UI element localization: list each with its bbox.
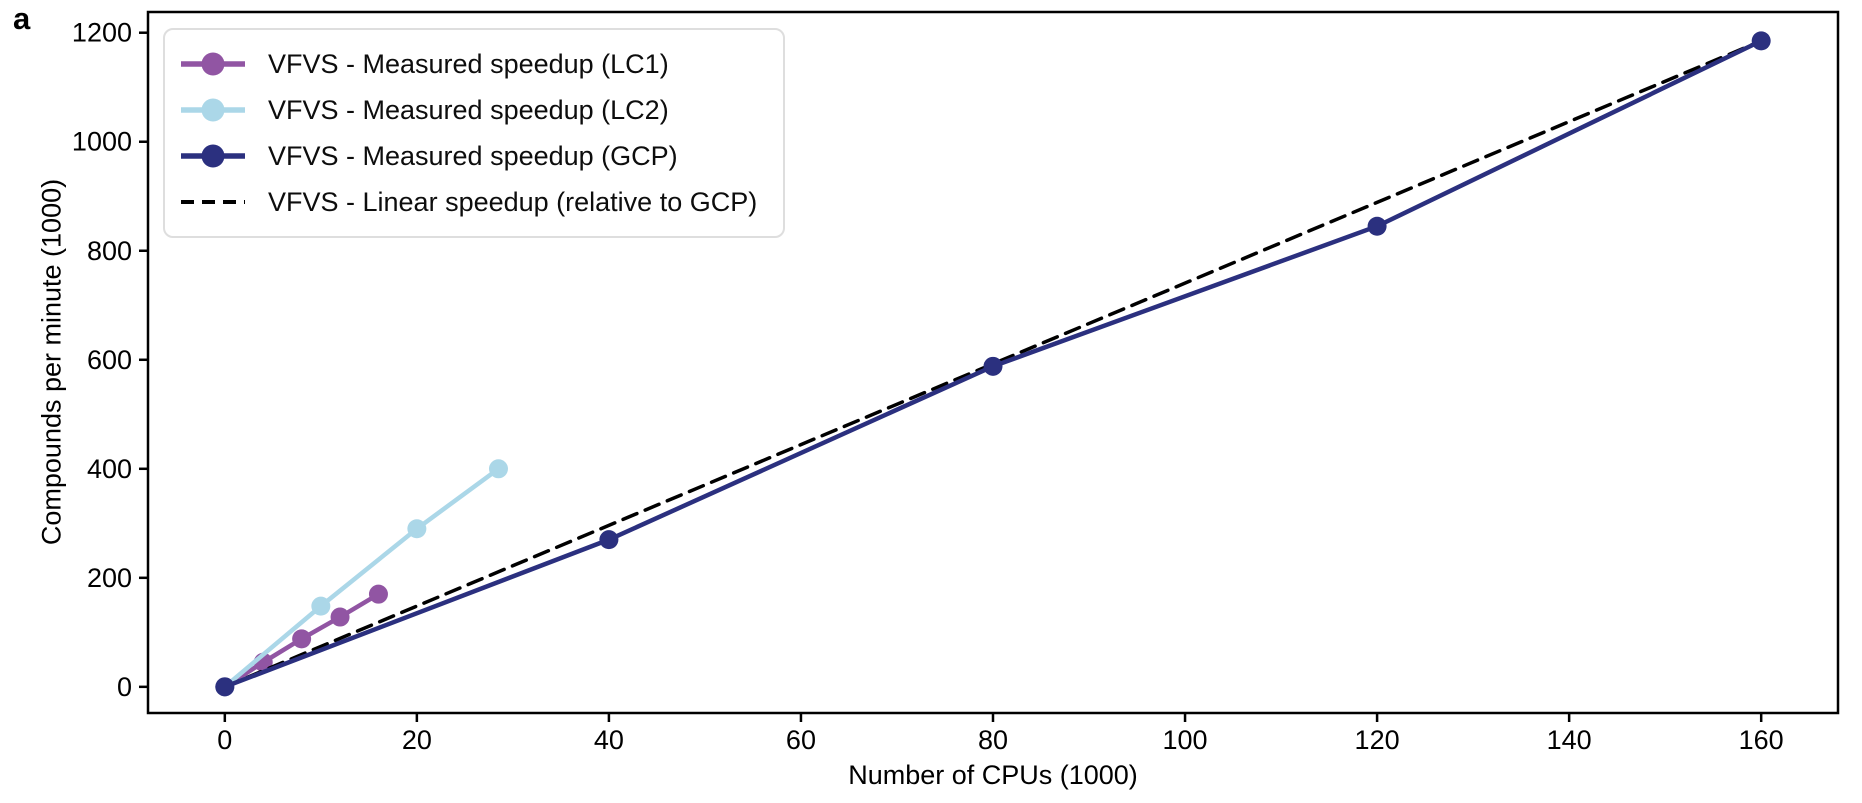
line-marker-icon <box>181 144 245 168</box>
plot-border <box>146 10 1840 715</box>
legend-item: VFVS - Linear speedup (relative to GCP) <box>179 179 757 225</box>
x-tick-label: 20 <box>402 725 432 755</box>
series-line-2 <box>222 466 501 690</box>
data-point <box>599 530 619 550</box>
x-tick-label: 60 <box>786 725 816 755</box>
x-tick-label: 140 <box>1547 725 1592 755</box>
x-tick-label: 40 <box>594 725 624 755</box>
series-line-4 <box>223 39 1763 689</box>
x-tick-label: 120 <box>1355 725 1400 755</box>
x-tick-label: 0 <box>217 725 232 755</box>
y-axis-title: Compounds per minute (1000) <box>36 178 67 546</box>
chart-legend: VFVS - Measured speedup (LC1) VFVS - Meas… <box>163 28 786 238</box>
x-axis-title: Number of CPUs (1000) <box>848 760 1138 790</box>
x-tick-label: 160 <box>1739 725 1784 755</box>
legend-item-label: VFVS - Measured speedup (GCP) <box>268 140 678 171</box>
y-tick-label: 600 <box>87 345 132 375</box>
line-marker-icon <box>181 98 245 122</box>
data-point <box>311 596 331 616</box>
x-tick-label: 100 <box>1163 725 1208 755</box>
data-point <box>330 607 350 627</box>
y-tick-label: 200 <box>87 563 132 593</box>
y-tick-label: 0 <box>117 672 132 702</box>
dashed-line-icon <box>181 200 245 204</box>
legend-item: VFVS - Measured speedup (LC2) <box>179 87 757 133</box>
y-tick-label: 1000 <box>72 127 132 157</box>
legend-item-label: VFVS - Measured speedup (LC2) <box>268 94 669 125</box>
legend-item-label: VFVS - Measured speedup (LC1) <box>268 48 669 79</box>
legend-item-label: VFVS - Linear speedup (relative to GCP) <box>268 186 758 217</box>
panel-label: a <box>13 1 31 36</box>
data-point <box>407 519 427 539</box>
y-tick-label: 1200 <box>72 18 132 48</box>
data-point <box>1751 31 1771 51</box>
data-point <box>488 459 508 479</box>
legend-item: VFVS - Measured speedup (GCP) <box>179 133 757 179</box>
data-point <box>368 584 388 604</box>
y-tick-label: 400 <box>87 454 132 484</box>
data-point <box>1367 216 1387 236</box>
legend-item: VFVS - Measured speedup (LC1) <box>179 41 757 87</box>
data-point <box>983 356 1003 376</box>
data-point <box>292 629 312 649</box>
x-tick-label: 80 <box>978 725 1008 755</box>
line-marker-icon <box>181 52 245 76</box>
data-point <box>215 677 235 697</box>
y-tick-label: 800 <box>87 236 132 266</box>
